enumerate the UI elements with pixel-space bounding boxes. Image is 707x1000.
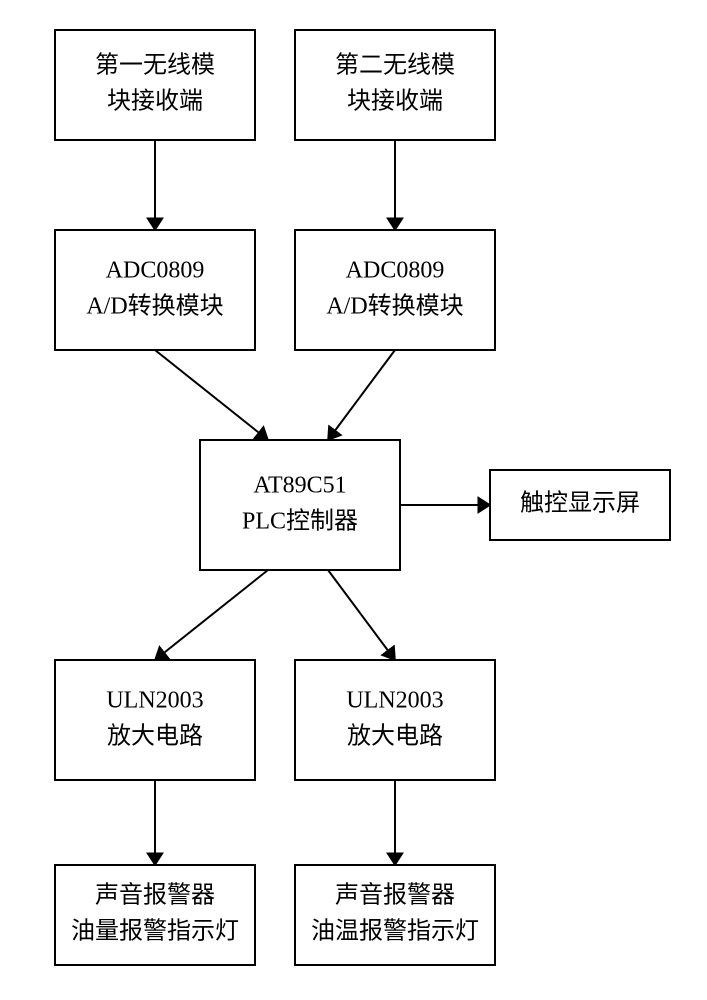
node-plc-label-0: AT89C51 [253, 473, 346, 499]
node-adc1-label-1: A/D转换模块 [86, 293, 223, 320]
node-plc: AT89C51 PLC控制器 [200, 440, 400, 570]
node-amp1-label-1: 放大电路 [107, 723, 203, 750]
node-plc-label-1: PLC控制器 [242, 508, 358, 535]
node-amp2-label-0: ULN2003 [346, 688, 443, 714]
node-out2-label-0: 声音报警器 [335, 882, 455, 909]
node-amp2-label-1: 放大电路 [347, 723, 443, 750]
node-touch-label-0: 触控显示屏 [520, 490, 640, 517]
node-adc1-label-0: ADC0809 [106, 258, 205, 284]
node-adc2-label-0: ADC0809 [346, 258, 445, 284]
node-out1: 声音报警器油量报警指示灯 [55, 865, 255, 965]
node-out2-label-1: 油温报警指示灯 [311, 918, 479, 945]
node-adc1: ADC0809 A/D转换模块 [55, 230, 255, 350]
node-adc2: ADC0809 A/D转换模块 [295, 230, 495, 350]
flowchart-diagram: 第一无线模块接收端第二无线模块接收端ADC0809A/D转换模块ADC0809A… [0, 0, 707, 1000]
node-amp1: ULN2003 放大电路 [55, 660, 255, 780]
node-out1-label-0: 声音报警器 [95, 882, 215, 909]
node-rx1: 第一无线模块接收端 [55, 30, 255, 140]
node-rx1-label-1: 块接收端 [107, 88, 203, 115]
node-rx2: 第二无线模块接收端 [295, 30, 495, 140]
node-adc2-label-1: A/D转换模块 [326, 293, 463, 320]
node-rx2-label-1: 块接收端 [347, 88, 443, 115]
node-amp2: ULN2003 放大电路 [295, 660, 495, 780]
node-rx1-label-0: 第一无线模 [95, 52, 215, 79]
node-touch: 触控显示屏 [490, 470, 670, 540]
node-out1-label-1: 油量报警指示灯 [71, 918, 239, 945]
node-out2: 声音报警器油温报警指示灯 [295, 865, 495, 965]
node-amp1-label-0: ULN2003 [106, 688, 203, 714]
node-rx2-label-0: 第二无线模 [335, 52, 455, 79]
